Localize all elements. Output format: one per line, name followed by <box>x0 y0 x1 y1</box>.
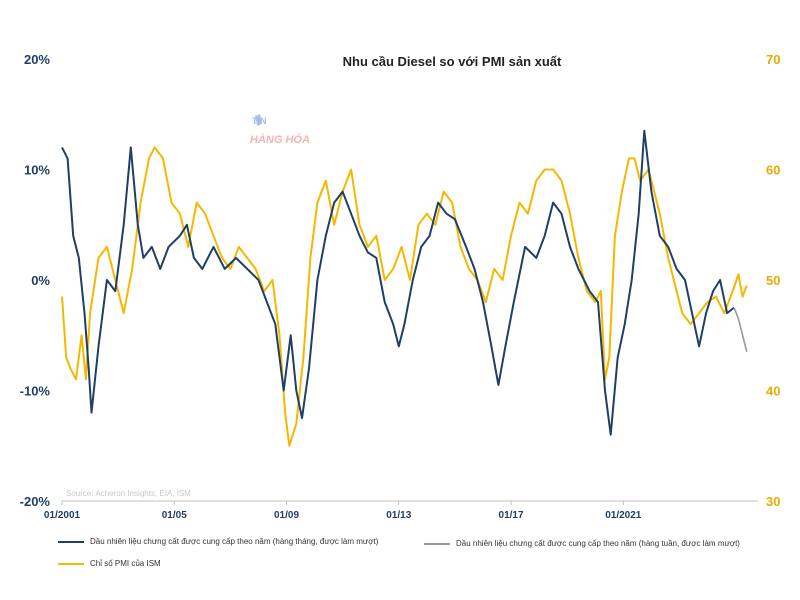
right-axis-tick-label: 40 <box>766 384 780 399</box>
x-axis-tick-label: 01/17 <box>499 510 524 521</box>
right-axis-ticks: 70 60 50 40 30 <box>766 52 780 509</box>
legend-label-diesel-weekly: Dầu nhiên liệu chưng cất được cung cấp t… <box>456 539 740 548</box>
x-axis-tick-label: 01/05 <box>162 510 187 521</box>
left-axis-ticks: 20% 10% 0% -10% -20% <box>20 52 51 509</box>
right-axis-tick-label: 70 <box>766 52 780 67</box>
legend-label-diesel-monthly: Dầu nhiên liệu chưng cất được cung cấp t… <box>90 537 379 546</box>
x-axis-tick-label: 01/13 <box>386 510 411 521</box>
watermark-text-top: TIN <box>252 116 267 126</box>
source-note: Source: Acheron Insights, EIA, ISM <box>66 489 191 498</box>
legend-item-diesel-monthly: Dầu nhiên liệu chưng cất được cung cấp t… <box>58 537 378 546</box>
series-layer <box>61 129 748 447</box>
legend-swatch-pmi <box>58 562 84 565</box>
x-axis-ticks: 01/2001 01/05 01/09 01/13 01/17 01/2021 <box>44 501 642 521</box>
right-axis-tick-label: 50 <box>766 273 780 288</box>
series-line-diesel-weekly <box>733 307 748 352</box>
x-axis-tick-label: 01/09 <box>274 510 299 521</box>
legend-item-diesel-weekly: Dầu nhiên liệu chưng cất được cung cấp t… <box>424 539 740 548</box>
watermark-icon <box>255 114 262 126</box>
x-axis-tick-label: 01/2001 <box>44 510 81 521</box>
legend-swatch-diesel-monthly <box>58 540 84 543</box>
left-axis-tick-label: -20% <box>20 494 51 509</box>
watermark-text-bottom: HÀNG HÓA <box>250 133 310 146</box>
left-axis-tick-label: -10% <box>20 384 51 399</box>
chart-title: Nhu cầu Diesel so với PMI sản xuất <box>343 54 562 69</box>
left-axis-tick-label: 20% <box>24 52 50 67</box>
legend-swatch-diesel-weekly <box>424 542 450 545</box>
series-line-diesel-monthly <box>61 129 735 436</box>
x-axis-tick-label: 01/2021 <box>605 510 642 521</box>
watermark-logo: TIN HÀNG HÓA <box>250 114 310 146</box>
left-axis-tick-label: 10% <box>24 163 50 178</box>
right-axis-tick-label: 60 <box>766 163 780 178</box>
legend-item-pmi: Chỉ số PMI của ISM <box>58 559 161 568</box>
series-line-pmi <box>61 146 748 447</box>
legend-label-pmi: Chỉ số PMI của ISM <box>90 559 161 568</box>
left-axis-tick-label: 0% <box>31 273 50 288</box>
right-axis-tick-label: 30 <box>766 494 780 509</box>
